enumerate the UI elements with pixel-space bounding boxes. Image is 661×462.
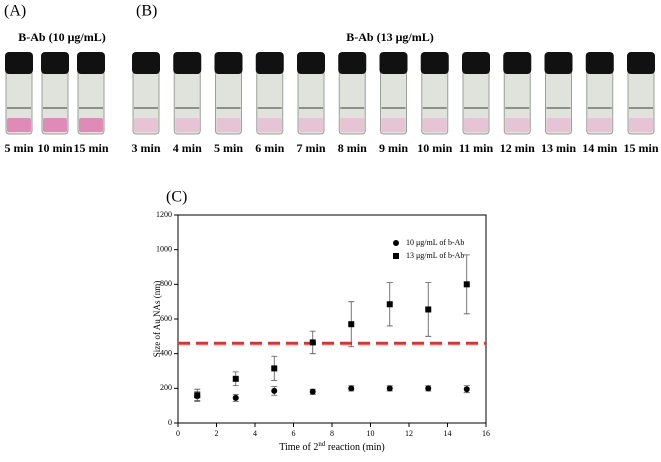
vial-liquid xyxy=(464,118,488,132)
vial-label: 5 min xyxy=(214,141,243,155)
x-tick-label: 8 xyxy=(330,429,334,438)
point xyxy=(271,365,278,372)
vial-liquid xyxy=(299,118,323,132)
vial-label: 10 min xyxy=(417,141,452,155)
vial-label: 14 min xyxy=(582,141,617,155)
point xyxy=(425,306,432,313)
vial-liquid xyxy=(7,118,31,132)
vial-label: 7 min xyxy=(296,141,325,155)
vial-label: 3 min xyxy=(131,141,160,155)
vial-liquid xyxy=(79,118,103,132)
point xyxy=(194,392,201,399)
vial-cap xyxy=(132,52,160,74)
x-tick-label: 4 xyxy=(253,429,257,438)
legend-label: 10 μg/mL of b-Ab xyxy=(406,238,464,247)
vial-label: 15 min xyxy=(73,141,108,155)
x-tick-label: 2 xyxy=(215,429,219,438)
y-tick-label: 400 xyxy=(160,348,172,357)
point xyxy=(386,385,393,392)
vial-liquid xyxy=(43,118,67,132)
x-axis-label-sup: nd xyxy=(318,440,326,448)
vial-cap xyxy=(420,52,449,74)
vial-label: 9 min xyxy=(379,141,408,155)
vial-label: 11 min xyxy=(459,141,494,155)
point xyxy=(232,375,239,382)
vial-label: 8 min xyxy=(338,141,367,155)
vial-cap xyxy=(544,52,573,74)
vial-label: 15 min xyxy=(623,141,658,155)
point xyxy=(348,321,355,328)
vial-label: 13 min xyxy=(541,141,576,155)
vial-cap xyxy=(338,52,367,74)
y-tick-label: 1000 xyxy=(156,244,172,253)
y-tick-label: 800 xyxy=(160,279,172,288)
x-tick-label: 6 xyxy=(292,429,296,438)
panel-label: (A) xyxy=(4,3,26,20)
vial-liquid xyxy=(340,118,365,132)
x-tick-label: 10 xyxy=(367,429,375,438)
point xyxy=(348,385,355,392)
y-tick-label: 1200 xyxy=(156,210,172,219)
y-tick-label: 0 xyxy=(168,418,172,427)
vial-cap xyxy=(297,52,325,74)
x-tick-label: 12 xyxy=(405,429,413,438)
point xyxy=(463,386,470,393)
vial-liquid xyxy=(505,118,530,132)
vial-cap xyxy=(214,52,243,74)
x-axis-label-part: reaction (min) xyxy=(325,442,384,453)
vial-label: 10 min xyxy=(37,141,72,155)
point xyxy=(386,301,393,308)
point xyxy=(309,388,316,395)
vial-cap xyxy=(379,52,408,74)
vial-liquid xyxy=(134,118,158,132)
vial-cap xyxy=(41,52,69,74)
x-tick-label: 0 xyxy=(176,429,180,438)
vial-cap xyxy=(77,52,105,74)
legend-marker xyxy=(393,240,399,246)
panel-label: (C) xyxy=(166,189,187,206)
vial-cap xyxy=(5,52,33,74)
vial-cap xyxy=(627,52,655,74)
y-axis-label: Size of Au NAs (nm) xyxy=(152,281,162,358)
x-axis-label: Time of 2nd reaction (min) xyxy=(279,440,385,454)
vial-label: 5 min xyxy=(4,141,33,155)
x-tick-label: 16 xyxy=(482,429,490,438)
vial-cap xyxy=(503,52,532,74)
vial-liquid xyxy=(422,118,447,132)
x-tick-label: 14 xyxy=(444,429,452,438)
vial-cap xyxy=(462,52,490,74)
panel-label: (B) xyxy=(136,3,157,20)
y-tick-label: 600 xyxy=(160,314,172,323)
panel-title: B-Ab (13 μg/mL) xyxy=(346,30,433,44)
vial-liquid xyxy=(175,118,200,132)
vial-liquid xyxy=(257,118,282,132)
point xyxy=(425,385,432,392)
vial-liquid xyxy=(587,118,612,132)
point xyxy=(463,281,470,288)
point xyxy=(271,387,278,394)
point xyxy=(232,394,239,401)
vial-label: 12 min xyxy=(500,141,535,155)
point xyxy=(309,339,316,346)
vial-label: 4 min xyxy=(173,141,202,155)
legend-label: 13 μg/mL of b-Ab xyxy=(406,251,464,260)
vial-cap xyxy=(585,52,614,74)
vial-liquid xyxy=(216,118,241,132)
vial-label: 6 min xyxy=(255,141,284,155)
vial-liquid xyxy=(629,118,653,132)
legend-marker xyxy=(393,253,399,259)
x-axis-label-part: Time of 2 xyxy=(279,442,318,453)
vial-liquid xyxy=(381,118,406,132)
vial-liquid xyxy=(546,118,571,132)
y-tick-label: 200 xyxy=(160,383,172,392)
panel-title: B-Ab (10 μg/mL) xyxy=(18,30,105,44)
vial-cap xyxy=(173,52,202,74)
vial-cap xyxy=(255,52,284,74)
